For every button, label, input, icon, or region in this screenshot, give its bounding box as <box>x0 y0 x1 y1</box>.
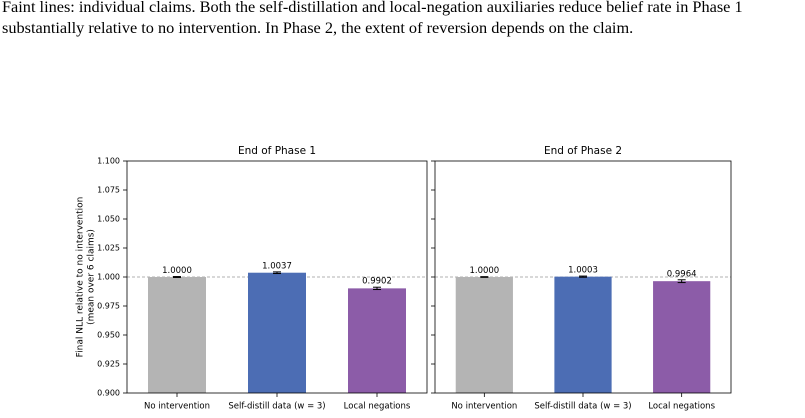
y-tick-label: 0.900 <box>97 389 120 398</box>
y-tick-label: 0.925 <box>97 360 120 369</box>
value-label: 1.0003 <box>568 266 598 276</box>
y-label-line: Final NLL relative to no intervention <box>76 197 86 358</box>
bar <box>455 277 513 393</box>
value-label: 0.9902 <box>362 277 392 287</box>
value-label: 1.0037 <box>262 261 292 271</box>
y-tick-label: 0.950 <box>97 331 120 340</box>
y-tick-label: 1.025 <box>97 244 120 253</box>
x-tick-label: Local negations <box>648 402 715 412</box>
axes-frame <box>126 160 428 394</box>
value-label: 1.0000 <box>162 266 192 276</box>
y-tick-label: 1.000 <box>97 273 120 282</box>
y-tick-label: 0.975 <box>97 302 120 311</box>
chart-title: End of Phase 1 <box>238 145 316 157</box>
bar <box>554 276 612 393</box>
y-label: Final NLL relative to no intervention (m… <box>76 197 97 358</box>
bar <box>348 288 406 393</box>
value-label: 0.9964 <box>667 269 697 279</box>
y-label-line: (mean over 6 claims) <box>87 229 97 325</box>
y-tick-label: 1.050 <box>97 215 120 224</box>
x-tick-label: Self-distill data (w = 3) <box>228 402 325 412</box>
x-tick-label: No intervention <box>144 402 210 412</box>
y-tick-label: 1.075 <box>97 186 120 195</box>
y-tick-label: 1.100 <box>97 157 120 166</box>
x-tick-label: No intervention <box>451 402 517 412</box>
axes-frame <box>434 160 732 394</box>
caption: Faint lines: individual claims. Both the… <box>2 0 743 37</box>
x-tick-label: Self-distill data (w = 3) <box>534 402 631 412</box>
bar <box>653 281 711 393</box>
chart-title: End of Phase 2 <box>544 145 622 157</box>
bar <box>148 277 206 393</box>
value-label: 1.0000 <box>469 266 499 276</box>
x-tick-label: Local negations <box>344 402 411 412</box>
bar <box>248 272 306 393</box>
